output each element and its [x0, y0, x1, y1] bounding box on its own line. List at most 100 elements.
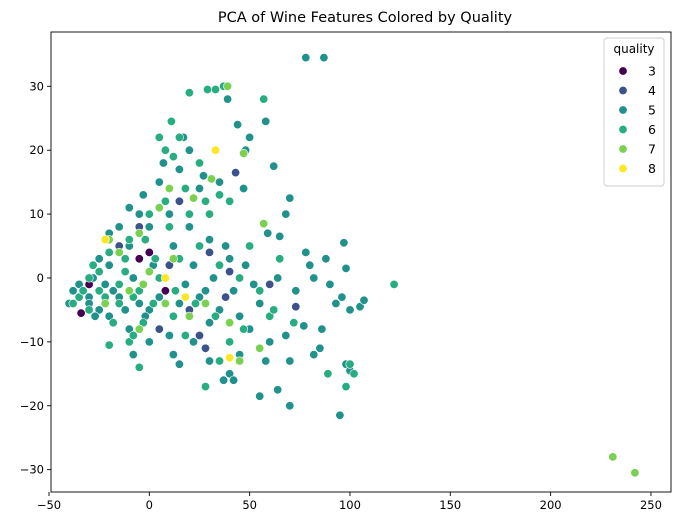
data-point-quality-5 [249, 279, 259, 289]
data-point-quality-6 [94, 286, 104, 296]
data-point-quality-3 [144, 247, 154, 257]
data-point-quality-6 [389, 279, 399, 289]
data-point-quality-5 [265, 337, 275, 347]
legend-marker-quality-6 [618, 125, 628, 135]
legend-items: 3 4 5 6 7 8 [618, 64, 656, 176]
data-point-quality-4 [154, 324, 164, 334]
data-point-quality-6 [180, 184, 190, 194]
data-point-quality-6 [269, 305, 279, 315]
data-point-quality-6 [201, 382, 211, 392]
data-point-quality-3 [76, 308, 86, 318]
data-point-quality-7 [154, 203, 164, 213]
data-point-quality-6 [195, 158, 205, 168]
data-point-quality-5 [199, 171, 209, 181]
data-point-quality-5 [184, 222, 194, 232]
legend-label-quality-8: 8 [648, 161, 656, 176]
data-point-quality-5 [209, 273, 219, 283]
x-axis: −50 0 50 100 150 200 250 [37, 492, 662, 512]
data-point-quality-5 [205, 235, 215, 245]
data-point-quality-5 [201, 286, 211, 296]
data-point-quality-5 [138, 190, 148, 200]
data-point-quality-6 [134, 362, 144, 372]
data-point-quality-5 [309, 350, 319, 360]
data-point-quality-5 [317, 324, 327, 334]
data-point-quality-5 [301, 53, 311, 63]
data-point-quality-5 [184, 145, 194, 155]
data-point-quality-5 [128, 273, 138, 283]
data-point-quality-7 [160, 298, 170, 308]
data-point-quality-6 [195, 241, 205, 251]
data-point-quality-6 [160, 196, 170, 206]
data-point-quality-7 [138, 279, 148, 289]
data-point-quality-7 [239, 148, 249, 158]
data-point-quality-4 [164, 260, 174, 270]
x-tick-label: 250 [640, 498, 662, 512]
data-point-quality-4 [225, 267, 235, 277]
data-point-quality-5 [281, 330, 291, 340]
data-point-quality-5 [285, 193, 295, 203]
data-point-quality-5 [281, 209, 291, 219]
y-tick-label: 30 [29, 79, 44, 93]
data-point-quality-4 [174, 196, 184, 206]
data-point-quality-5 [225, 369, 235, 379]
data-point-quality-5 [269, 161, 279, 171]
data-point-quality-6 [259, 94, 269, 104]
data-point-quality-6 [265, 311, 275, 321]
data-point-quality-5 [104, 260, 114, 270]
x-tick-label: 50 [242, 498, 257, 512]
data-point-quality-5 [285, 401, 295, 411]
data-point-quality-5 [164, 209, 174, 219]
data-point-quality-5 [134, 298, 144, 308]
data-point-quality-5 [359, 295, 369, 305]
data-point-quality-6 [215, 190, 225, 200]
legend-marker-quality-5 [618, 105, 628, 115]
data-point-quality-5 [355, 302, 365, 312]
data-point-quality-6 [108, 318, 118, 328]
data-point-quality-6 [166, 116, 176, 126]
data-point-quality-5 [68, 286, 78, 296]
y-tick-label: 10 [29, 207, 44, 221]
data-point-quality-5 [158, 158, 168, 168]
data-point-quality-5 [229, 286, 239, 296]
data-point-quality-6 [114, 279, 124, 289]
data-point-quality-6 [349, 369, 359, 379]
data-point-quality-6 [88, 260, 98, 270]
data-point-quality-5 [337, 292, 347, 302]
data-point-quality-4 [221, 292, 231, 302]
legend-label-quality-6: 6 [648, 122, 656, 137]
data-point-quality-5 [144, 222, 154, 232]
data-point-quality-5 [94, 254, 104, 264]
data-point-quality-5 [219, 375, 229, 385]
legend-label-quality-5: 5 [648, 103, 656, 118]
data-point-quality-5 [100, 279, 110, 289]
data-point-quality-6 [114, 298, 124, 308]
data-point-quality-8 [211, 145, 221, 155]
data-point-quality-7 [630, 468, 640, 478]
data-point-quality-5 [335, 410, 345, 420]
data-point-quality-5 [144, 305, 154, 315]
data-point-quality-7 [207, 174, 217, 184]
data-point-quality-6 [215, 356, 225, 366]
data-point-quality-6 [134, 286, 144, 296]
data-point-quality-5 [331, 298, 341, 308]
data-point-quality-7 [223, 81, 233, 91]
data-point-quality-5 [120, 305, 130, 315]
data-point-quality-5 [305, 260, 315, 270]
x-tick-label: −50 [37, 498, 61, 512]
data-point-quality-5 [263, 228, 273, 238]
legend-label-quality-4: 4 [648, 83, 656, 98]
y-tick-label: 20 [29, 143, 44, 157]
data-point-quality-5 [239, 184, 249, 194]
data-point-quality-4 [291, 302, 301, 312]
data-point-quality-7 [259, 219, 269, 229]
data-point-quality-6 [68, 298, 78, 308]
data-point-quality-4 [231, 168, 241, 178]
data-point-quality-6 [255, 286, 265, 296]
data-point-quality-5 [215, 177, 225, 187]
data-point-quality-7 [144, 267, 154, 277]
data-point-quality-5 [233, 120, 243, 130]
x-tick-label: 0 [146, 498, 153, 512]
data-point-quality-5 [291, 286, 301, 296]
data-point-quality-6 [203, 85, 213, 95]
